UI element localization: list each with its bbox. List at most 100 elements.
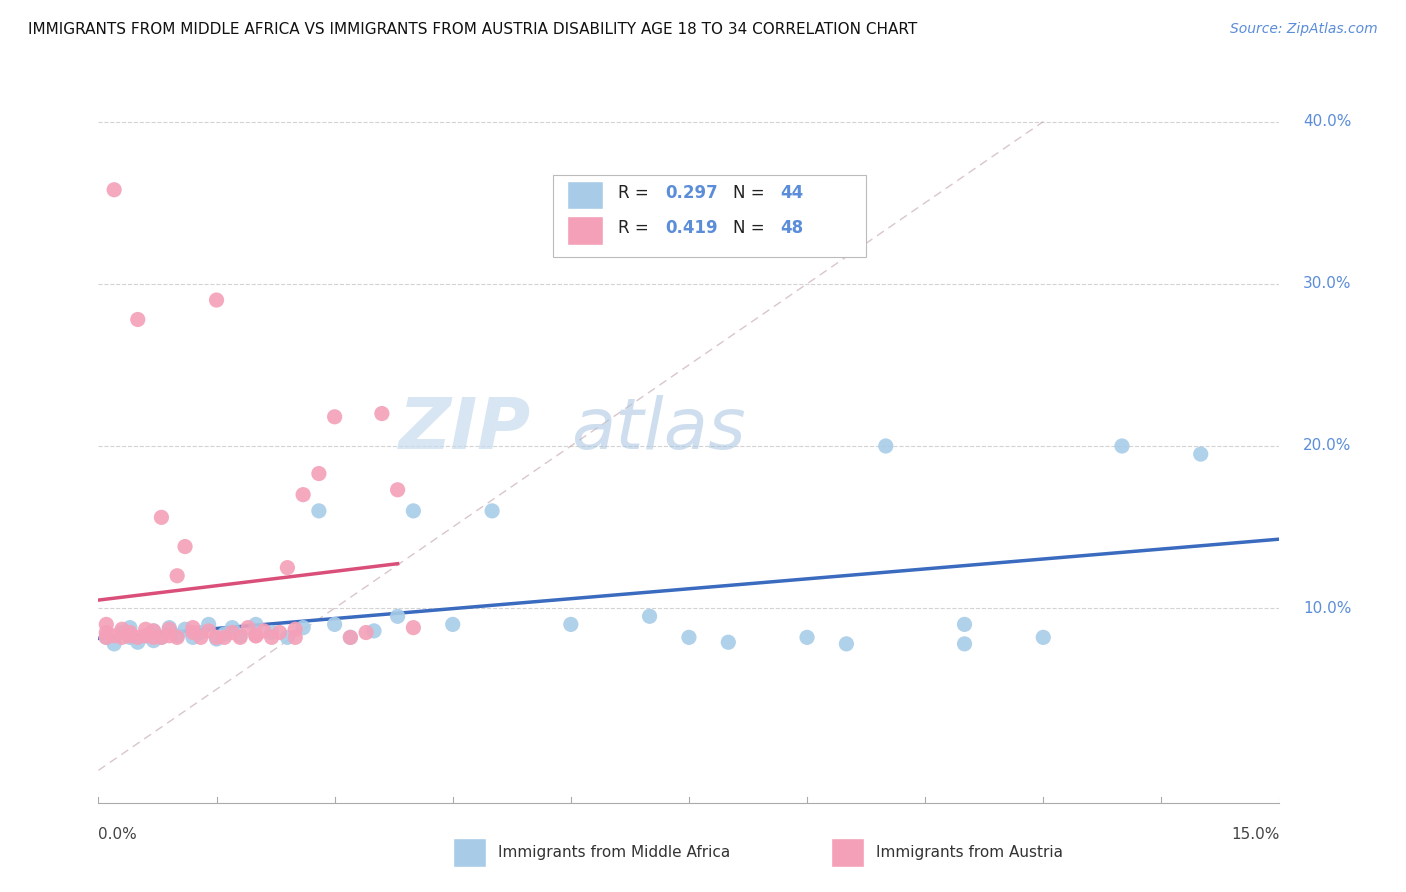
- Text: R =: R =: [619, 184, 654, 202]
- Point: [174, 622, 197, 636]
- Point: [166, 568, 188, 582]
- Text: 30.0%: 30.0%: [1303, 277, 1351, 292]
- Point: [221, 621, 243, 635]
- Point: [835, 637, 858, 651]
- Point: [150, 510, 173, 524]
- Point: [323, 409, 346, 424]
- Point: [560, 617, 582, 632]
- Point: [308, 504, 330, 518]
- Point: [174, 540, 197, 554]
- Bar: [453, 838, 486, 867]
- Text: IMMIGRANTS FROM MIDDLE AFRICA VS IMMIGRANTS FROM AUSTRIA DISABILITY AGE 18 TO 34: IMMIGRANTS FROM MIDDLE AFRICA VS IMMIGRA…: [28, 22, 917, 37]
- Text: 0.297: 0.297: [665, 184, 718, 202]
- Point: [354, 625, 377, 640]
- Point: [371, 407, 394, 421]
- Point: [1032, 631, 1054, 645]
- Text: 0.419: 0.419: [665, 219, 718, 237]
- Point: [197, 617, 219, 632]
- Point: [96, 631, 118, 645]
- Point: [118, 629, 141, 643]
- Point: [127, 635, 149, 649]
- Point: [221, 625, 243, 640]
- Point: [135, 622, 157, 636]
- Text: ZIP: ZIP: [399, 395, 531, 464]
- Text: Source: ZipAtlas.com: Source: ZipAtlas.com: [1230, 22, 1378, 37]
- Point: [181, 625, 204, 640]
- Point: [142, 624, 165, 638]
- Point: [269, 625, 291, 640]
- Point: [284, 622, 307, 636]
- Point: [387, 483, 409, 497]
- Point: [142, 631, 165, 645]
- Point: [214, 627, 236, 641]
- Point: [678, 631, 700, 645]
- Point: [181, 631, 204, 645]
- Point: [118, 631, 141, 645]
- Point: [229, 629, 252, 643]
- Point: [402, 504, 425, 518]
- Text: atlas: atlas: [571, 395, 745, 464]
- Point: [214, 631, 236, 645]
- Point: [96, 625, 118, 640]
- Point: [953, 617, 976, 632]
- Point: [157, 629, 180, 643]
- Text: Immigrants from Middle Africa: Immigrants from Middle Africa: [498, 846, 730, 860]
- Point: [323, 617, 346, 632]
- Point: [166, 631, 188, 645]
- Point: [229, 631, 252, 645]
- Point: [150, 631, 173, 645]
- Bar: [567, 180, 603, 209]
- Point: [292, 488, 315, 502]
- Point: [127, 631, 149, 645]
- Point: [166, 629, 188, 643]
- Point: [638, 609, 661, 624]
- Text: 10.0%: 10.0%: [1303, 600, 1351, 615]
- Text: 40.0%: 40.0%: [1303, 114, 1351, 129]
- Point: [717, 635, 740, 649]
- Point: [103, 183, 125, 197]
- Text: 44: 44: [780, 184, 803, 202]
- Point: [190, 631, 212, 645]
- Point: [387, 609, 409, 624]
- Point: [339, 631, 361, 645]
- Point: [875, 439, 897, 453]
- Point: [96, 617, 118, 632]
- Point: [253, 624, 276, 638]
- Bar: [831, 838, 863, 867]
- Point: [260, 625, 283, 640]
- Point: [1189, 447, 1212, 461]
- Text: 0.0%: 0.0%: [98, 827, 138, 842]
- Point: [284, 631, 307, 645]
- Point: [276, 560, 298, 574]
- Point: [111, 625, 134, 640]
- Point: [181, 621, 204, 635]
- Point: [481, 504, 503, 518]
- Point: [796, 631, 818, 645]
- Point: [96, 631, 118, 645]
- Bar: [567, 216, 603, 244]
- Point: [135, 629, 157, 643]
- Point: [308, 467, 330, 481]
- Point: [103, 629, 125, 643]
- Point: [236, 621, 259, 635]
- Point: [292, 621, 315, 635]
- Point: [276, 631, 298, 645]
- Text: 15.0%: 15.0%: [1232, 827, 1279, 842]
- Point: [205, 631, 228, 645]
- Point: [118, 625, 141, 640]
- Text: N =: N =: [733, 184, 769, 202]
- FancyBboxPatch shape: [553, 175, 866, 257]
- Point: [118, 621, 141, 635]
- Point: [363, 624, 385, 638]
- Point: [190, 625, 212, 640]
- Point: [157, 622, 180, 636]
- Point: [205, 293, 228, 307]
- Text: Immigrants from Austria: Immigrants from Austria: [876, 846, 1063, 860]
- Point: [953, 637, 976, 651]
- Point: [157, 621, 180, 635]
- Point: [127, 312, 149, 326]
- Point: [135, 629, 157, 643]
- Point: [1111, 439, 1133, 453]
- Point: [103, 637, 125, 651]
- Text: N =: N =: [733, 219, 769, 237]
